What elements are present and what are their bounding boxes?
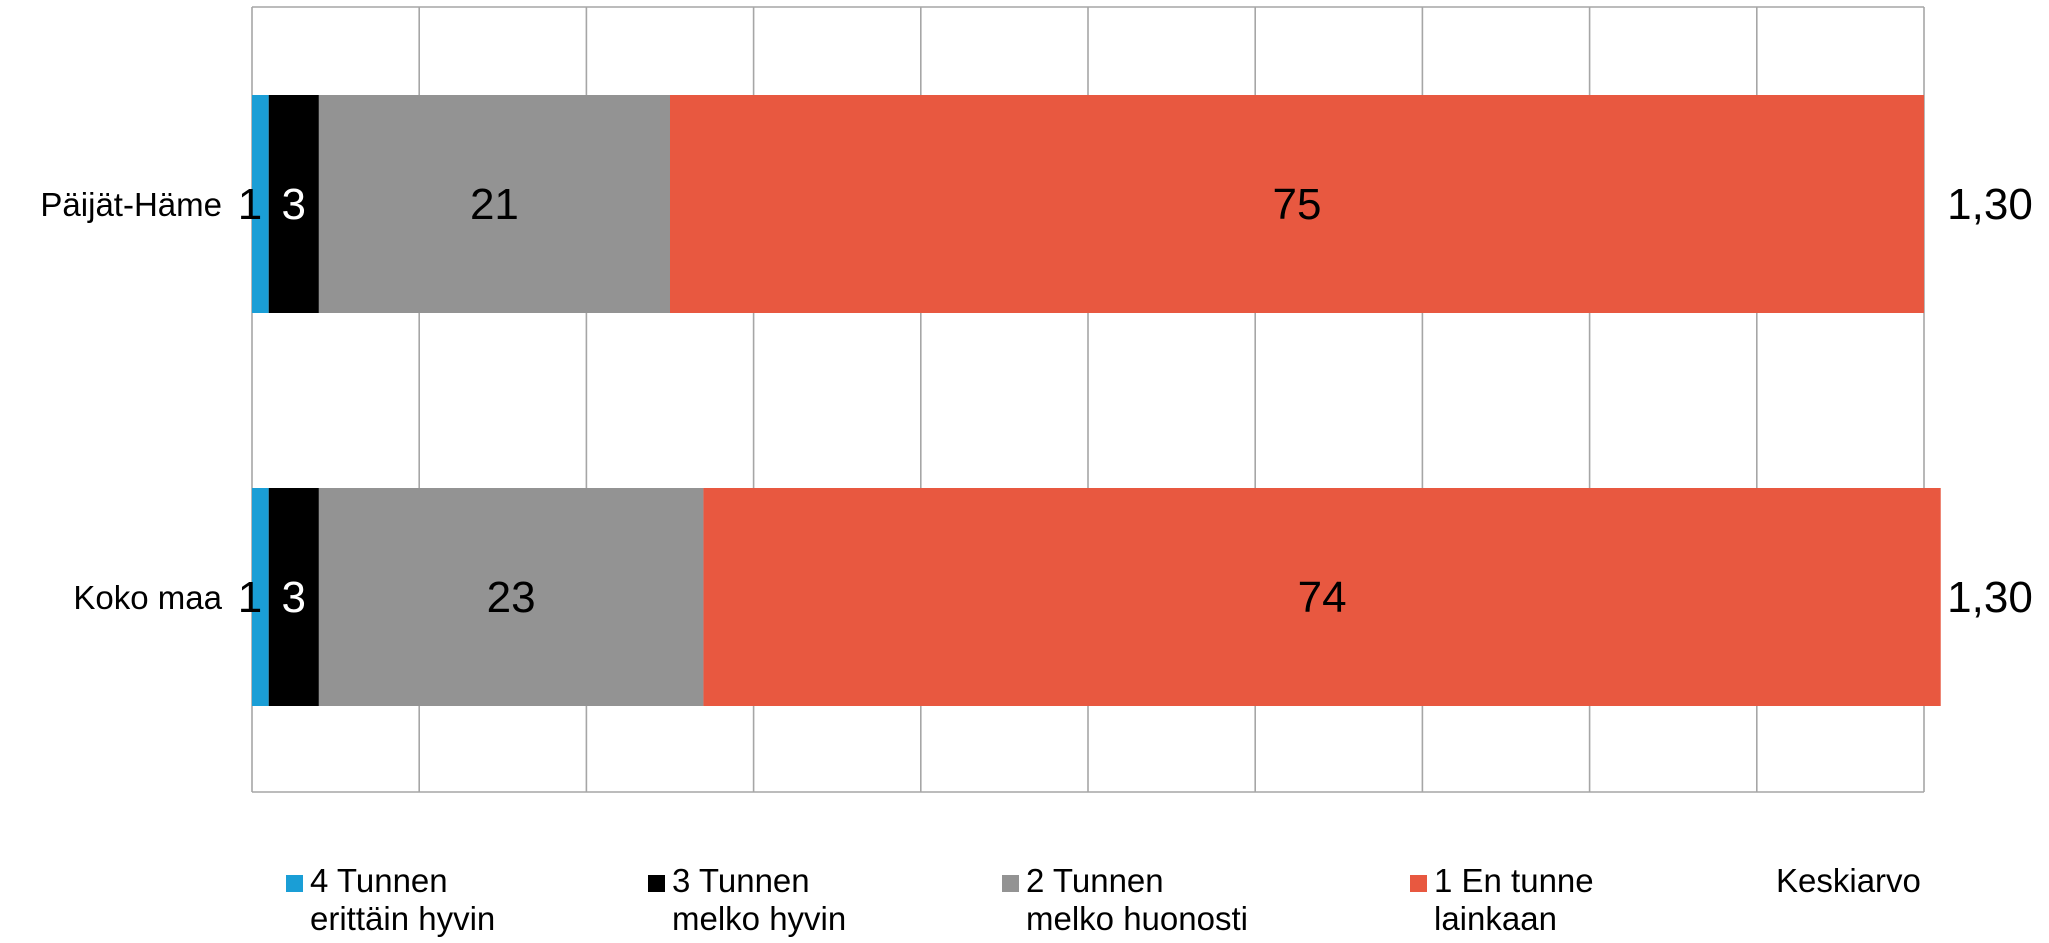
legend-label: 1 En tunne lainkaan	[1434, 862, 1594, 937]
bar-data-label: 1	[238, 573, 262, 622]
bar-segment	[252, 95, 269, 313]
bar-segment	[703, 488, 1941, 706]
bar-segment	[268, 488, 319, 706]
legend-label: 2 Tunnen melko huonosti	[1026, 862, 1248, 937]
mean-values: 1,30 1,30	[1947, 180, 2033, 622]
legend-item: 3 Tunnen melko hyvin	[648, 862, 846, 938]
legend-swatch	[1002, 875, 1019, 892]
bar-data-label: 3	[282, 180, 306, 229]
legend-item: 4 Tunnen erittäin hyvin	[286, 862, 495, 938]
legend-label: 4 Tunnen erittäin hyvin	[310, 862, 496, 937]
bar-data-label: 23	[487, 573, 536, 622]
legend-item: 1 En tunne lainkaan	[1410, 862, 1594, 938]
legend-swatch	[1410, 875, 1427, 892]
legend-label: 3 Tunnen melko hyvin	[672, 862, 847, 937]
legend-swatch	[648, 875, 665, 892]
category-label: Päijät-Häme	[40, 186, 222, 223]
bar-data-label: 3	[282, 573, 306, 622]
bar-segment	[670, 95, 1924, 313]
legend-label: Keskiarvo	[1776, 862, 1921, 899]
category-labels: Päijät-Häme Koko maa	[40, 186, 222, 616]
bar-data-label: 1	[238, 180, 262, 229]
bar-data-label: 75	[1273, 180, 1322, 229]
data-labels: 1 3 21 751 3 23 74	[238, 180, 1347, 622]
bar-segment	[268, 95, 319, 313]
bar-segment	[318, 488, 704, 706]
bar-data-label: 21	[470, 180, 519, 229]
bar-data-label: 74	[1298, 573, 1347, 622]
bars	[252, 95, 1941, 706]
legend-item: 2 Tunnen melko huonosti	[1002, 862, 1248, 938]
legend: 4 Tunnen erittäin hyvin 3 Tunnen melko hy…	[0, 862, 2049, 943]
legend-swatch	[286, 875, 303, 892]
legend-item-mean: Keskiarvo	[1776, 862, 1921, 900]
mean-value-label: 1,30	[1947, 180, 2033, 229]
bar-segment	[252, 488, 269, 706]
category-label: Koko maa	[73, 579, 222, 616]
mean-value-label: 1,30	[1947, 573, 2033, 622]
bar-segment	[318, 95, 670, 313]
